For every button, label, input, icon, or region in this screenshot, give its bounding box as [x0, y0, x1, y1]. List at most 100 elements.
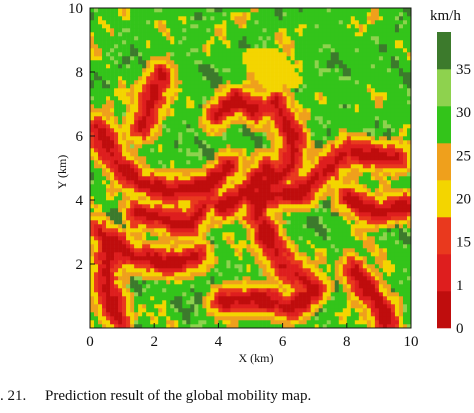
heatmap-cell — [338, 288, 344, 293]
heatmap-cell — [134, 64, 139, 69]
heatmap-cell — [290, 140, 295, 145]
heatmap-cell — [166, 124, 171, 129]
heatmap-cell — [118, 72, 123, 77]
heatmap-cell — [326, 268, 332, 273]
heatmap-cell — [334, 184, 340, 189]
heatmap-cell — [198, 248, 203, 253]
heatmap-cell — [286, 180, 291, 185]
heatmap-cell — [214, 80, 219, 85]
heatmap-cell — [242, 148, 247, 153]
heatmap-cell — [178, 220, 183, 225]
heatmap-cell — [310, 188, 315, 193]
heatmap-cell — [330, 240, 336, 245]
heatmap-cell — [294, 16, 299, 21]
heatmap-cell — [246, 228, 251, 233]
heatmap-cell — [294, 192, 299, 197]
heatmap-cell — [142, 112, 147, 117]
heatmap-cell — [246, 72, 251, 77]
heatmap-cell — [126, 112, 131, 117]
heatmap-cell — [98, 284, 103, 289]
heatmap-cell — [306, 300, 311, 305]
heatmap-cell — [114, 168, 119, 173]
heatmap-cell — [90, 24, 95, 29]
heatmap-cell — [234, 112, 239, 117]
heatmap-cell — [130, 260, 135, 265]
heatmap-cell — [170, 260, 175, 265]
heatmap-cell — [102, 44, 107, 49]
heatmap-cell — [266, 108, 271, 113]
heatmap-cell — [154, 228, 159, 233]
heatmap-cell — [290, 240, 295, 245]
heatmap-cell — [242, 36, 247, 41]
heatmap-cell — [294, 152, 299, 157]
heatmap-cell — [90, 188, 95, 193]
heatmap-cell — [170, 200, 175, 205]
heatmap-cell — [302, 316, 307, 321]
heatmap-cell — [154, 24, 159, 29]
heatmap-cell — [286, 256, 291, 261]
heatmap-cell — [150, 260, 155, 265]
heatmap-cell — [310, 164, 315, 169]
heatmap-cell — [250, 208, 255, 213]
heatmap-cell — [98, 244, 103, 249]
heatmap-cell — [254, 80, 259, 85]
heatmap-cell — [210, 312, 215, 317]
heatmap-cell — [142, 108, 147, 113]
heatmap-cell — [278, 80, 283, 85]
heatmap-cell — [174, 312, 179, 317]
heatmap-cell — [214, 228, 219, 233]
heatmap-cell — [190, 148, 195, 153]
heatmap-cell — [98, 264, 103, 269]
heatmap-cell — [258, 272, 263, 277]
heatmap-cell — [114, 116, 119, 121]
heatmap-cell — [202, 240, 207, 245]
heatmap-cell — [118, 312, 123, 317]
heatmap-cell — [214, 44, 219, 49]
heatmap-cell — [186, 120, 191, 125]
heatmap-cell — [306, 140, 311, 145]
heatmap-cell — [226, 28, 231, 33]
heatmap-cell — [118, 60, 123, 65]
heatmap-cell — [242, 276, 247, 281]
heatmap-cell — [270, 88, 275, 93]
heatmap-cell — [286, 148, 291, 153]
heatmap-cell — [258, 212, 263, 217]
heatmap-cell — [302, 188, 307, 193]
heatmap-cell — [202, 304, 207, 309]
heatmap-cell — [118, 28, 123, 33]
heatmap-cell — [142, 80, 147, 85]
heatmap-cell — [214, 312, 219, 317]
heatmap-cell — [306, 256, 311, 261]
heatmap-cell — [198, 132, 203, 137]
heatmap-cell — [250, 36, 255, 41]
heatmap-cell — [286, 300, 291, 305]
heatmap-cell — [146, 200, 151, 205]
heatmap-cell — [158, 168, 163, 173]
heatmap-cell — [270, 156, 275, 161]
heatmap-cell — [118, 44, 123, 49]
heatmap-cell — [118, 188, 123, 193]
heatmap-cell — [122, 252, 127, 257]
heatmap-cell — [286, 304, 291, 309]
heatmap-cell — [318, 116, 324, 121]
heatmap-cell — [230, 292, 235, 297]
heatmap-cell — [146, 324, 151, 328]
heatmap-cell — [298, 224, 303, 229]
heatmap-cell — [146, 180, 151, 185]
heatmap-cell — [154, 104, 159, 109]
heatmap-cell — [162, 320, 167, 325]
heatmap-cell — [146, 132, 151, 137]
heatmap-cell — [282, 320, 287, 325]
heatmap-cell — [122, 84, 127, 89]
heatmap-cell — [262, 72, 267, 77]
heatmap-cell — [94, 144, 99, 149]
heatmap-cell — [258, 188, 263, 193]
heatmap-cell — [118, 68, 123, 73]
heatmap-cell — [246, 68, 251, 73]
heatmap-cell — [222, 276, 227, 281]
heatmap-cell — [202, 128, 207, 133]
heatmap-cell — [186, 188, 191, 193]
heatmap-cell — [162, 292, 167, 297]
heatmap-cell — [182, 72, 187, 77]
heatmap-cell — [238, 320, 243, 325]
